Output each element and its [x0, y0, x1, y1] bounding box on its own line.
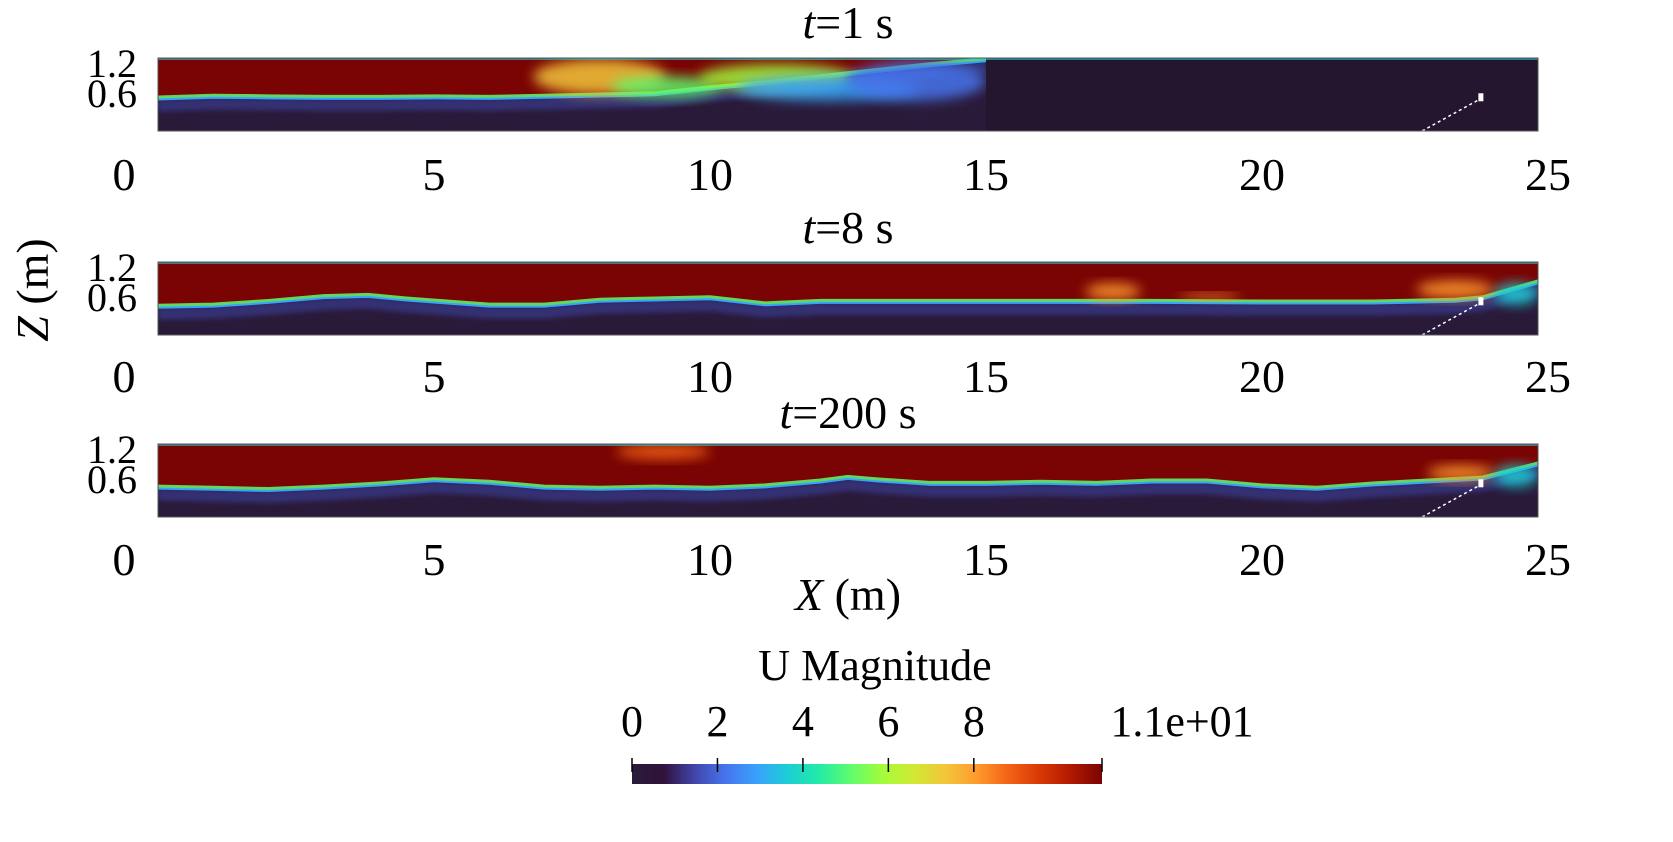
y-tick-label: 1.2 — [87, 41, 137, 86]
x-tick-label: 0 — [113, 534, 136, 585]
x-tick-label: 25 — [1525, 351, 1571, 402]
x-tick-label: 0 — [113, 351, 136, 402]
y-tick-label: 0.6 — [87, 71, 137, 116]
colorbar-tick-label: 8 — [963, 697, 985, 746]
interface-line-inner — [158, 464, 1538, 493]
y-axis-var: Z — [7, 316, 58, 342]
velocity-patch-4 — [1493, 283, 1538, 305]
y-axis-unit: (m) — [7, 238, 58, 316]
x-axis-var: X — [793, 569, 825, 620]
panel-title-var: t — [802, 202, 816, 253]
slope-line — [1421, 303, 1478, 335]
x-tick-label: 20 — [1239, 534, 1285, 585]
panel-1: t=1 s 1.20.6 0 5 10 15 20 25 — [87, 0, 1571, 200]
x-axis-label: X (m) — [793, 569, 901, 620]
y-tick-label: 0.6 — [87, 275, 137, 320]
y-tick-label: 1.2 — [87, 427, 137, 472]
x-tick-label: 10 — [687, 351, 733, 402]
interface-line — [158, 461, 1538, 492]
colorbar-tick-label: 4 — [792, 697, 814, 746]
x-tick-label: 10 — [687, 149, 733, 200]
x-tick-label: 0 — [113, 149, 136, 200]
panel-2: t=8 s 1.20.6 0 5 10 15 20 25 — [87, 202, 1571, 402]
structure-marker — [1478, 297, 1484, 306]
colorbar-tick-label: 1.1e+01 — [1110, 697, 1253, 746]
quiescent-region — [986, 58, 1538, 131]
interface-line — [158, 279, 1538, 308]
global-labels: X (m)Z (m) — [7, 238, 901, 620]
top-band — [158, 58, 1538, 60]
panel-title-rest: =8 s — [815, 202, 893, 253]
x-tick-label: 5 — [423, 351, 446, 402]
velocity-patch-3 — [1416, 280, 1494, 299]
velocity-patch-2 — [610, 76, 722, 98]
velocity-patch-1 — [616, 444, 710, 460]
panel-title-2: t=8 s — [802, 202, 893, 253]
y-tick-label: 0.6 — [87, 457, 137, 502]
panel-frame — [157, 443, 1539, 518]
velocity-patch-1 — [1085, 283, 1141, 300]
x-tick-label: 20 — [1239, 149, 1285, 200]
slope-line — [1421, 99, 1478, 131]
velocity-patch-2 — [1179, 293, 1240, 300]
x-tick-label: 15 — [963, 534, 1009, 585]
near-surface-layer — [158, 283, 1538, 320]
panel-frame — [157, 57, 1539, 132]
x-axis-unit: (m) — [823, 569, 901, 620]
panels-group: t=1 s1.20.60 5 10 15 20 25t=8 s1.20.60 5 10 15 20… — [87, 0, 1571, 585]
x-tick-label: 20 — [1239, 351, 1285, 402]
panel-frame — [157, 261, 1539, 336]
x-tick-label: 15 — [963, 149, 1009, 200]
colorbar-tick-label: 6 — [877, 697, 899, 746]
x-tick-label: 5 — [423, 149, 446, 200]
velocity-patch-5 — [848, 61, 986, 101]
panel-title-rest: =200 s — [792, 387, 916, 438]
panel-title-var: t — [779, 387, 793, 438]
field-2 — [158, 262, 1538, 335]
x-tick-label: 5 — [423, 534, 446, 585]
velocity-patch-2 — [1427, 465, 1494, 481]
field-3 — [158, 444, 1538, 517]
slope-line — [1421, 485, 1478, 517]
structure-marker — [1478, 479, 1484, 488]
panel-title-var: t — [802, 0, 816, 48]
interface-line-inner — [158, 282, 1538, 309]
colorbar-title: U Magnitude — [758, 641, 991, 690]
panel-title-rest: =1 s — [815, 0, 893, 48]
panel-title-1: t=1 s — [802, 0, 893, 48]
colorbar-tick-label: 0 — [621, 697, 643, 746]
panel-title-3: t=200 s — [779, 387, 916, 438]
top-band — [158, 262, 1538, 264]
x-tick-label: 15 — [963, 351, 1009, 402]
top-band — [158, 444, 1538, 446]
y-axis-label: Z (m) — [7, 238, 58, 342]
structure-marker — [1478, 93, 1484, 102]
velocity-patch-3 — [1493, 465, 1538, 487]
y-tick-label: 1.2 — [87, 245, 137, 290]
x-tick-label: 10 — [687, 534, 733, 585]
x-tick-label: 25 — [1525, 149, 1571, 200]
colorbar-bar — [632, 764, 1102, 784]
near-surface-layer — [158, 465, 1538, 504]
field-1 — [158, 58, 1538, 131]
colorbar-tick-label: 2 — [706, 697, 728, 746]
colorbar: U Magnitude 0 2 4 6 8 1.1e+01 — [621, 641, 1254, 784]
x-tick-label: 25 — [1525, 534, 1571, 585]
panel-3: t=200 s 1.20.6 0 5 10 15 20 25 — [87, 387, 1571, 585]
